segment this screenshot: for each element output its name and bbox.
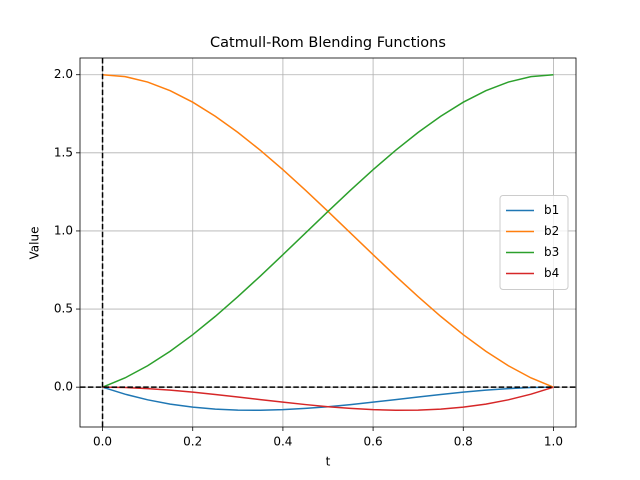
x-tick-label: 0.6 <box>364 435 383 449</box>
y-axis-label: Value <box>28 227 42 260</box>
chart-title: Catmull-Rom Blending Functions <box>210 35 446 51</box>
y-tick-label: 0.5 <box>54 302 73 316</box>
y-tick-label: 2.0 <box>54 67 73 81</box>
x-tick-label: 0.0 <box>93 435 112 449</box>
axes-frame <box>79 57 577 428</box>
x-tick-label: 0.4 <box>273 435 292 449</box>
y-tick-label: 1.0 <box>54 223 73 237</box>
legend-label: b2 <box>544 224 559 238</box>
legend-box <box>499 195 569 290</box>
legend-label: b1 <box>544 203 559 217</box>
legend-label: b4 <box>544 266 559 280</box>
y-tick-label: 1.5 <box>54 145 73 159</box>
series-line <box>102 386 554 412</box>
x-tick-label: 0.2 <box>183 435 202 449</box>
y-tick-label: 0.0 <box>54 380 73 394</box>
x-tick-label: 0.8 <box>454 435 473 449</box>
x-tick-label: 1.0 <box>544 435 563 449</box>
x-axis-label: t <box>326 455 331 469</box>
legend-label: b3 <box>544 245 559 259</box>
series-line <box>102 73 554 388</box>
